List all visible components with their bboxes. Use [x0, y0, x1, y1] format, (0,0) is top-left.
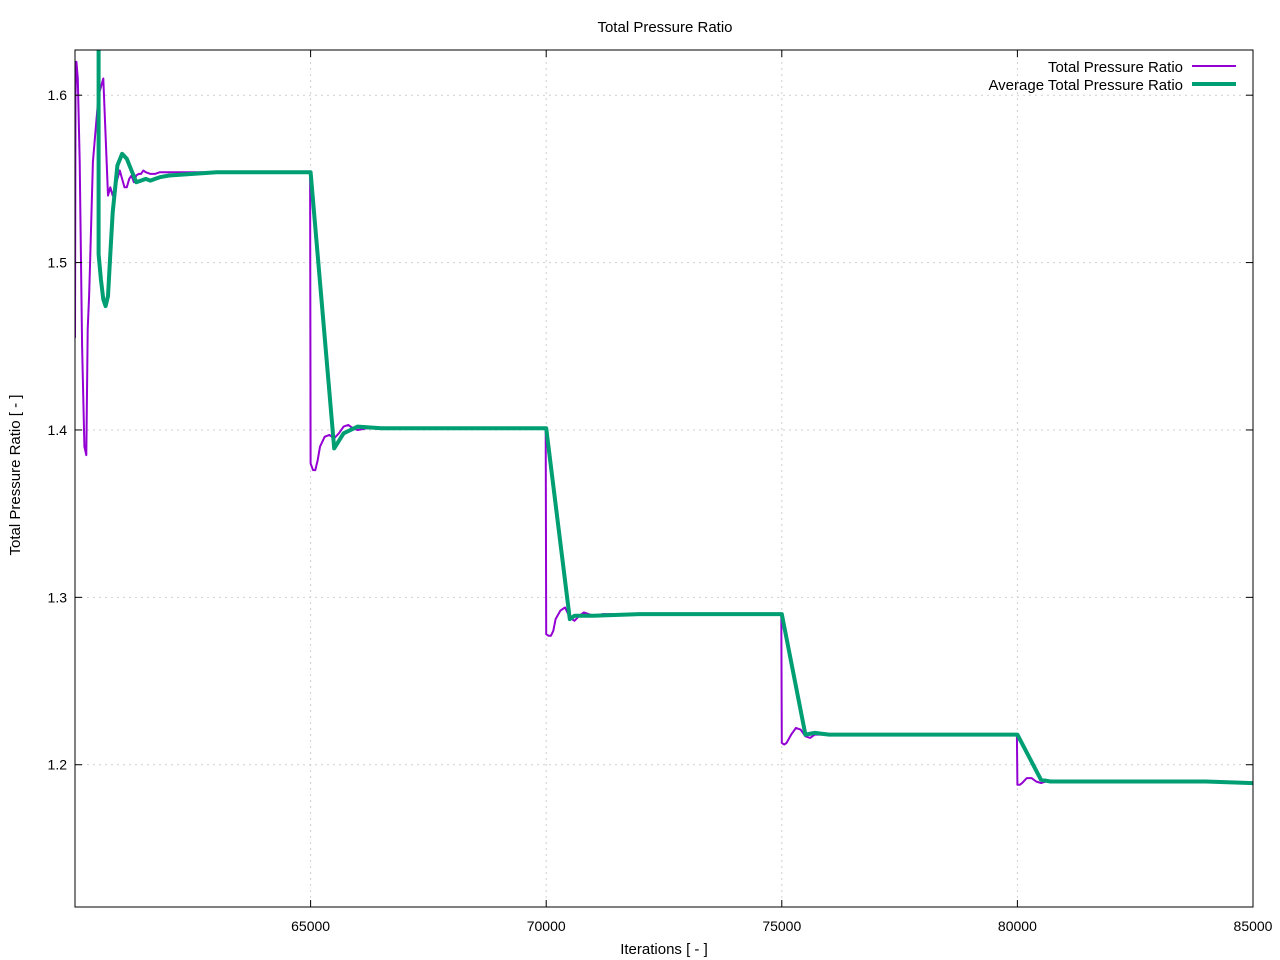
tick-layer: 65000 70000 75000 80000 85000 1.2 1.3 1.4 1.5 1.6 [48, 50, 1273, 934]
y-tick-label: 1.6 [48, 87, 68, 103]
average-total-pressure-ratio-line [96, 50, 1253, 786]
x-tick-label: 70000 [527, 918, 566, 934]
plot-frame [74, 49, 1254, 908]
x-axis-label: Iterations [ - ] [620, 941, 708, 958]
legend-label-average-total-pressure-ratio: Average Total Pressure Ratio [988, 77, 1183, 94]
legend-label-total-pressure-ratio: Total Pressure Ratio [1048, 59, 1183, 76]
y-axis-label: Total Pressure Ratio [ - ] [7, 395, 24, 556]
x-tick-label: 85000 [1234, 918, 1273, 934]
series-layer [75, 50, 1253, 786]
legend: Total Pressure Ratio Average Total Press… [988, 59, 1236, 94]
x-tick-label: 75000 [762, 918, 801, 934]
y-tick-label: 1.5 [48, 255, 68, 271]
y-tick-label: 1.3 [48, 589, 68, 605]
x-tick-label: 80000 [998, 918, 1037, 934]
y-tick-label: 1.2 [48, 757, 68, 773]
y-tick-label: 1.4 [48, 422, 68, 438]
chart-title: Total Pressure Ratio [597, 19, 732, 36]
x-tick-label: 65000 [291, 918, 330, 934]
